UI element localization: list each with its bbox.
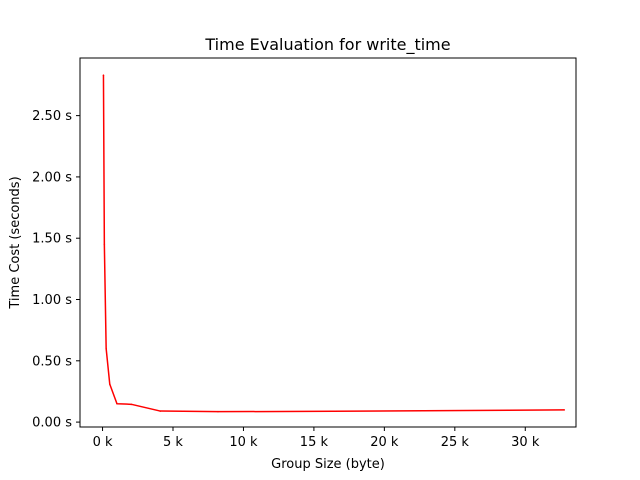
x-tick-label: 25 k (441, 435, 470, 450)
y-tick-label: 0.50 s (32, 354, 72, 369)
x-tick-label: 20 k (370, 435, 399, 450)
y-axis-ticks: 0.00 s 0.50 s 1.00 s 1.50 s 2.00 s 2.50 s (32, 109, 80, 431)
y-tick-label: 2.00 s (32, 170, 72, 185)
data-point (563, 409, 566, 411)
data-point (102, 74, 105, 76)
x-tick-label: 10 k (229, 435, 258, 450)
y-tick-label: 0.00 s (32, 416, 72, 431)
plot-layer (102, 74, 566, 413)
y-tick-label: 1.50 s (32, 232, 72, 247)
x-tick-label: 5 k (163, 435, 183, 450)
data-point (159, 410, 162, 412)
x-tick-label: 0 k (93, 435, 113, 450)
x-axis-ticks: 0 k 5 k 10 k 15 k 20 k 25 k 30 k (93, 427, 540, 450)
chart-title: Time Evaluation for write_time (204, 35, 450, 55)
y-tick-label: 2.50 s (32, 109, 72, 124)
x-tick-label: 30 k (511, 435, 540, 450)
y-tick-label: 1.00 s (32, 293, 72, 308)
data-point (116, 402, 118, 405)
plot-frame (79, 57, 577, 428)
data-point (103, 243, 106, 246)
y-axis-label: Time Cost (seconds) (8, 176, 23, 309)
x-axis-label: Group Size (byte) (271, 457, 385, 472)
x-tick-label: 15 k (300, 435, 329, 450)
series-line-0 (102, 75, 565, 413)
data-point (332, 410, 335, 413)
data-point (217, 410, 219, 413)
data-point (105, 347, 107, 350)
data-point (130, 403, 133, 406)
data-point (109, 383, 111, 385)
